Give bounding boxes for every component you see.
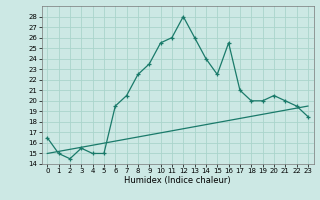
X-axis label: Humidex (Indice chaleur): Humidex (Indice chaleur) [124, 176, 231, 185]
